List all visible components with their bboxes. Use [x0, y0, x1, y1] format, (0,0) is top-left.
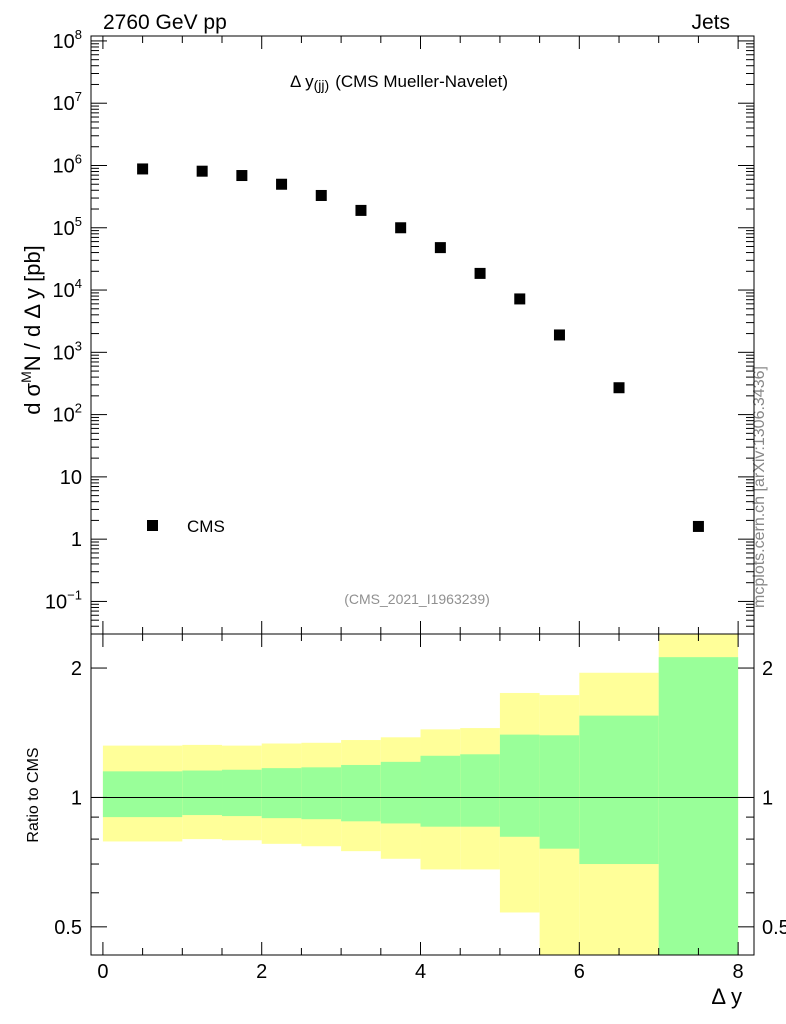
data-point-1: [196, 165, 208, 177]
main-y-tick-label: 1: [71, 529, 82, 551]
data-point-5: [355, 204, 367, 216]
side-label: mcplots.cern.ch [arXiv:1306.3436]: [751, 366, 768, 608]
ratio-y-axis-label: Ratio to CMS: [25, 747, 42, 842]
data-point-11: [613, 382, 625, 394]
x-tick-label: 8: [733, 961, 744, 983]
ratio-y-tick-label-right: 1: [762, 787, 773, 809]
main-y-tick-label: 102: [53, 401, 82, 427]
main-y-tick-label: 105: [53, 214, 82, 240]
x-tick-label: 2: [256, 961, 267, 983]
main-y-tick-label: 107: [53, 89, 82, 115]
data-point-7: [434, 242, 446, 254]
x-tick-label: 6: [574, 961, 585, 983]
main-y-tick-label: 103: [53, 338, 82, 364]
data-point-8: [474, 267, 486, 279]
green-band-6: [380, 761, 421, 824]
legend-marker: [147, 520, 158, 531]
ref-label: (CMS_2021_I1963239): [344, 591, 490, 607]
data-point-3: [276, 178, 288, 190]
ratio-y-tick-label-right: 0.5: [762, 917, 786, 939]
data-point-9: [514, 293, 526, 305]
x-axis-label: Δ y: [711, 984, 742, 1009]
header-left: 2760 GeV pp: [103, 11, 227, 34]
green-band-4: [301, 767, 342, 820]
x-tick-label: 0: [97, 961, 108, 983]
ratio-y-tick-label: 1: [71, 787, 82, 809]
green-band-11: [579, 715, 659, 865]
green-band-10: [539, 735, 580, 849]
green-band-12: [658, 657, 739, 955]
header-right: Jets: [691, 11, 730, 34]
green-band-0: [102, 771, 183, 818]
plot-title: Δ y(jj) (CMS Mueller-Navelet): [290, 72, 508, 93]
x-tick-label: 4: [415, 961, 426, 983]
main-y-tick-label: 104: [53, 276, 82, 302]
data-point-10: [553, 329, 565, 341]
data-point-2: [236, 170, 248, 182]
main-y-tick-label: 10−1: [45, 587, 82, 613]
legend-label: CMS: [187, 517, 225, 536]
ratio-y-tick-label: 0.5: [54, 917, 82, 939]
main-y-tick-label: 106: [53, 151, 82, 177]
data-point-4: [315, 189, 327, 201]
main-y-axis-label: d σMN / d Δ y [pb]: [18, 245, 45, 415]
ratio-bands: 0 2 4 6 8 0.5 0.5 1 1 2 2: [54, 634, 786, 983]
data-point-0: [137, 163, 149, 175]
data-point-6: [395, 222, 407, 234]
ratio-y-tick-label: 2: [71, 658, 82, 680]
plot-title-tail: (CMS Mueller-Navelet): [335, 72, 508, 91]
plot-title-sub: (jj): [314, 77, 330, 93]
green-band-3: [261, 768, 302, 819]
main-ylabel-sup: M: [18, 371, 34, 383]
green-band-5: [341, 764, 381, 822]
main-y-tick-label: 108: [53, 27, 82, 53]
main-ylabel-post: N / d Δ y [pb]: [20, 245, 45, 371]
main-y-tick-label: 10: [60, 467, 82, 489]
green-band-9: [499, 734, 540, 837]
ratio-y-tick-label-right: 2: [762, 658, 773, 680]
green-band-2: [222, 769, 262, 817]
plot-title-main: Δ y: [290, 72, 314, 91]
green-band-8: [460, 754, 500, 827]
main-ylabel-pre: d σ: [20, 382, 45, 414]
ratio-frame: [90, 633, 755, 956]
green-band-1: [182, 770, 223, 816]
main-frame: [90, 35, 755, 635]
green-band-7: [420, 755, 461, 827]
data-point-12: [692, 520, 704, 532]
